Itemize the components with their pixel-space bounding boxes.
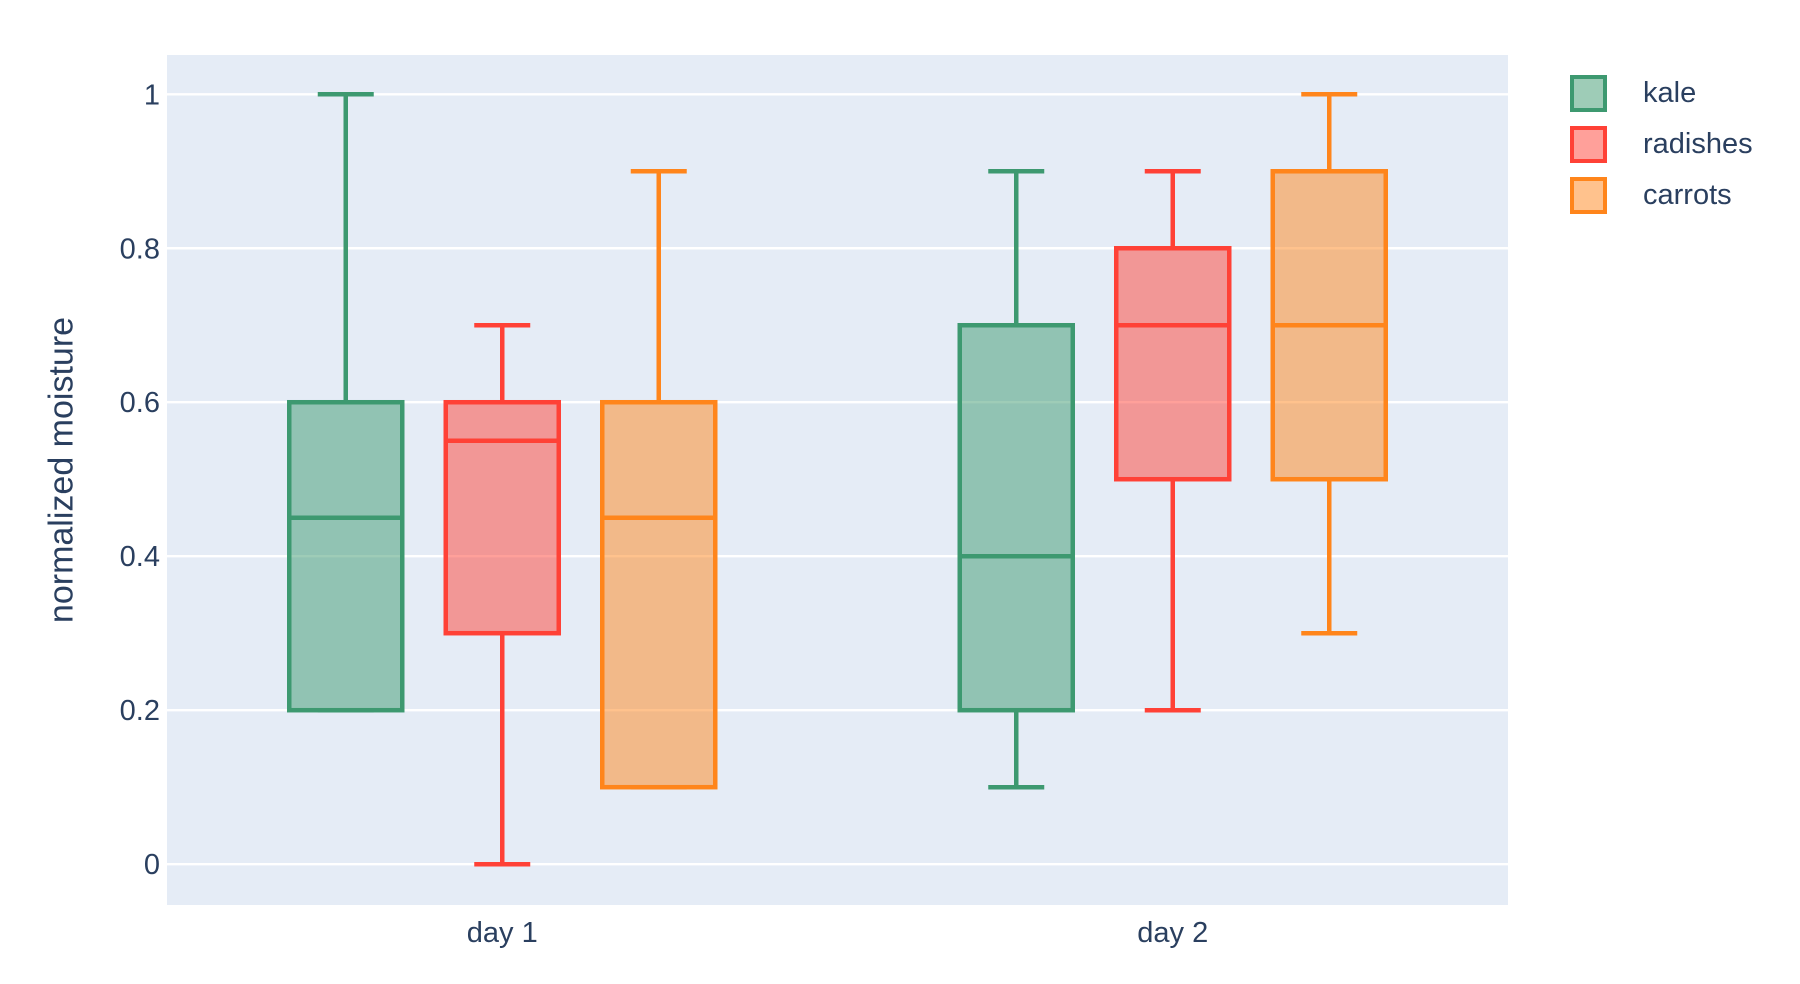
legend-item-kale[interactable]: kale — [1570, 75, 1753, 112]
box-radishes-day-1 — [443, 322, 561, 867]
y-tick-label: 0.2 — [120, 695, 160, 727]
y-tick-label: 0.8 — [120, 233, 160, 265]
legend-item-carrots[interactable]: carrots — [1570, 177, 1753, 214]
legend-label: carrots — [1643, 179, 1732, 211]
x-tick-label: day 2 — [1137, 917, 1208, 949]
legend-label: kale — [1643, 77, 1697, 109]
box-kale-day-1 — [287, 92, 405, 713]
y-tick-label: 1 — [144, 79, 160, 111]
box-radishes-day-2 — [1114, 169, 1232, 713]
y-axis-title: normalized moisture — [42, 316, 81, 624]
legend-label: radishes — [1643, 128, 1753, 160]
box-carrots-day-2 — [1270, 92, 1388, 636]
y-tick-label: 0.6 — [120, 387, 160, 419]
x-tick-label: day 1 — [467, 917, 538, 949]
y-tick-label: 0.4 — [120, 541, 160, 573]
legend-swatch-icon — [1570, 177, 1607, 214]
legend-swatch-icon — [1570, 126, 1607, 163]
box-carrots-day-1 — [600, 169, 718, 790]
legend-item-radishes[interactable]: radishes — [1570, 126, 1753, 163]
y-tick-label: 0 — [144, 849, 160, 881]
box-kale-day-2 — [957, 169, 1075, 790]
legend: kale radishes carrots — [1570, 75, 1753, 214]
legend-swatch-icon — [1570, 75, 1607, 112]
